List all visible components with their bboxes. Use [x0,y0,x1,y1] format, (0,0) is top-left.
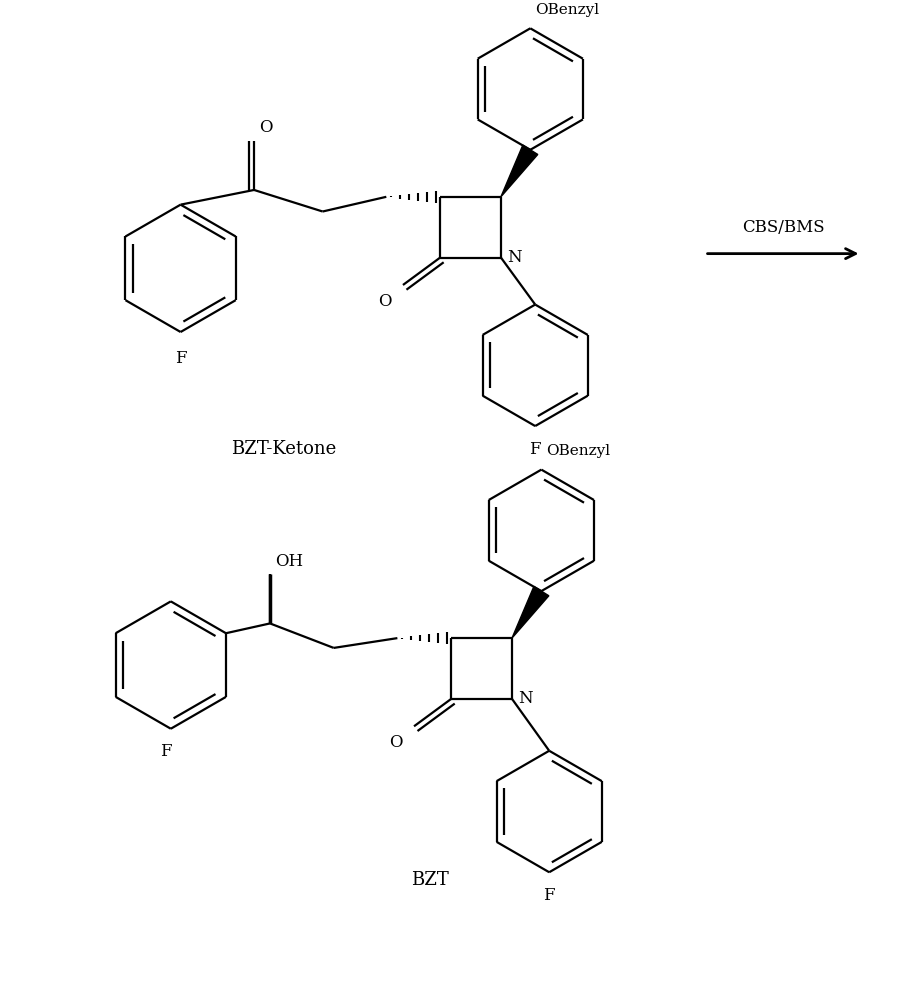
Text: N: N [518,690,533,707]
Text: CBS/BMS: CBS/BMS [742,219,824,236]
Text: F: F [530,441,541,458]
Text: F: F [543,886,555,904]
Text: BZT-Ketone: BZT-Ketone [231,440,336,458]
Text: OH: OH [275,553,303,570]
Text: BZT: BZT [411,871,449,888]
Text: N: N [506,249,522,266]
Text: F: F [175,350,187,367]
Text: OBenzyl: OBenzyl [535,3,599,17]
Polygon shape [512,587,549,638]
Polygon shape [501,145,538,197]
Text: OBenzyl: OBenzyl [546,444,611,458]
Text: O: O [389,734,402,751]
Text: O: O [378,293,392,310]
Text: O: O [259,120,272,136]
Text: F: F [160,743,172,760]
